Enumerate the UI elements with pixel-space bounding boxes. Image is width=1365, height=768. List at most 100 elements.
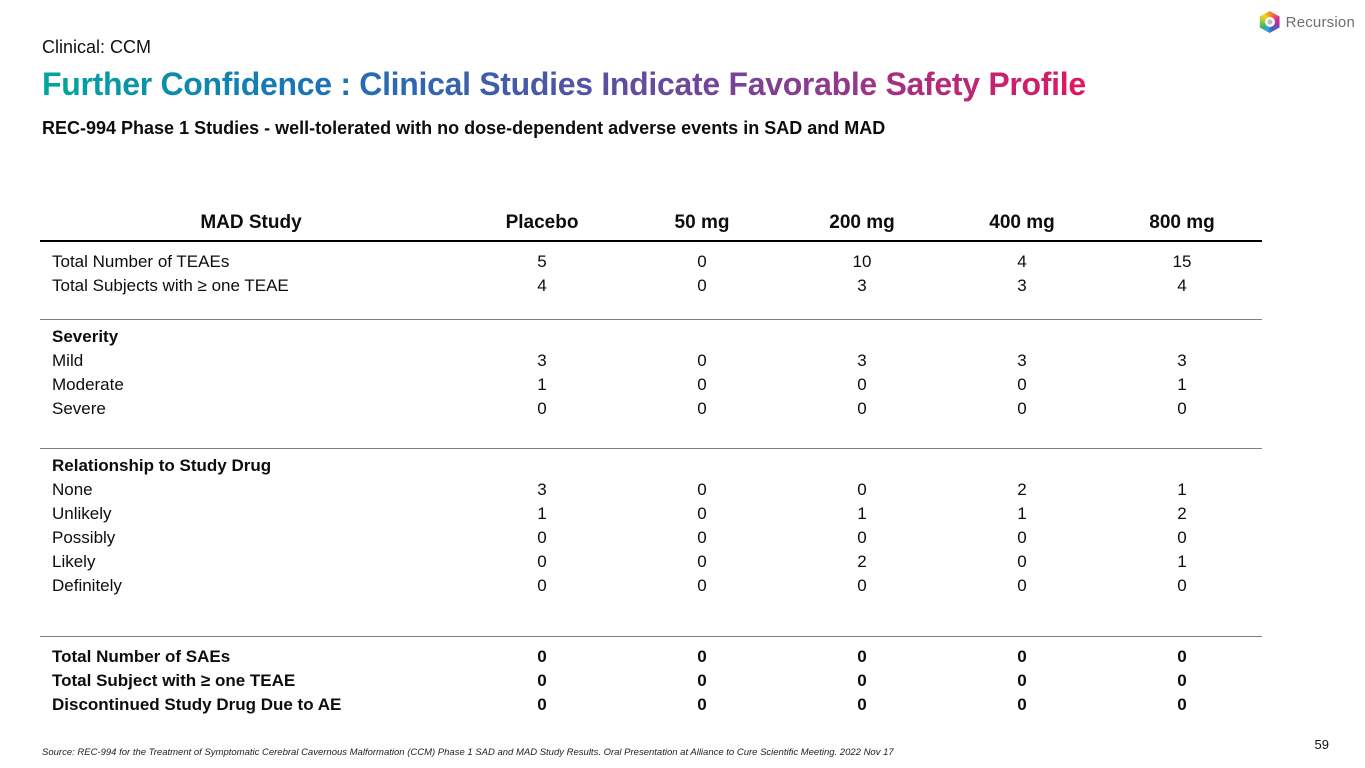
cell-value: 1 — [1017, 504, 1027, 523]
recursion-wordmark: Recursion — [1285, 13, 1355, 31]
recursion-logo: Recursion — [1259, 11, 1355, 33]
table-row: Likely 0 0 2 0 1 — [40, 550, 1262, 574]
cell-value: 0 — [537, 671, 547, 690]
table-row: Total Number of TEAEs 5 0 10 4 15 — [40, 250, 1262, 274]
table-row: Total Subject with ≥ one TEAE 0 0 0 0 0 — [40, 669, 1262, 693]
cell-value: 1 — [1177, 552, 1187, 571]
table-row: Severe 0 0 0 0 0 — [40, 397, 1262, 421]
cell-value: 0 — [537, 552, 547, 571]
cell-value: 2 — [857, 552, 867, 571]
cell-value: 3 — [857, 276, 867, 295]
row-label: Discontinued Study Drug Due to AE — [52, 695, 342, 714]
cell-value: 0 — [857, 480, 867, 499]
column-header: 200 mg — [829, 212, 895, 233]
slide-title: Further Confidence : Clinical Studies In… — [42, 66, 1086, 102]
cell-value: 0 — [1017, 375, 1027, 394]
cell-value: 0 — [697, 671, 707, 690]
cell-value: 3 — [1017, 351, 1027, 370]
cell-value: 0 — [537, 695, 547, 714]
cell-value: 5 — [537, 252, 547, 271]
cell-value: 0 — [857, 671, 867, 690]
cell-value: 0 — [1017, 671, 1027, 690]
slide-subtitle: REC-994 Phase 1 Studies - well-tolerated… — [42, 118, 886, 138]
table-row: Unlikely 1 0 1 1 2 — [40, 502, 1262, 526]
cell-value: 3 — [537, 480, 547, 499]
column-header: 50 mg — [674, 212, 730, 233]
cell-value: 0 — [857, 695, 867, 714]
cell-value: 0 — [1017, 552, 1027, 571]
cell-value: 0 — [697, 576, 707, 595]
column-header: Placebo — [505, 212, 579, 233]
table-divider — [40, 240, 1262, 242]
source-note: Source: REC-994 for the Treatment of Sym… — [42, 747, 894, 758]
column-header: MAD Study — [200, 212, 302, 233]
cell-value: 1 — [857, 504, 867, 523]
table-row: Moderate 1 0 0 0 1 — [40, 373, 1262, 397]
cell-value: 0 — [697, 552, 707, 571]
cell-value: 0 — [697, 375, 707, 394]
cell-value: 0 — [1177, 695, 1187, 714]
cell-value: 3 — [857, 351, 867, 370]
cell-value: 0 — [1177, 647, 1187, 666]
cell-value: 4 — [1017, 252, 1027, 271]
cell-value: 0 — [857, 576, 867, 595]
cell-value: 0 — [857, 375, 867, 394]
cell-value: 0 — [537, 399, 547, 418]
cell-value: 0 — [857, 528, 867, 547]
cell-value: 0 — [1177, 576, 1187, 595]
table-row: Definitely 0 0 0 0 0 — [40, 574, 1262, 598]
cell-value: 1 — [1177, 480, 1187, 499]
cell-value: 0 — [1017, 695, 1027, 714]
cell-value: 3 — [1017, 276, 1027, 295]
table-row: Relationship to Study Drug — [40, 454, 1262, 478]
table-row: Severity — [40, 325, 1262, 349]
row-label: Definitely — [52, 576, 122, 595]
cell-value: 0 — [697, 276, 707, 295]
table-header-row: MAD Study Placebo 50 mg 200 mg 400 mg 800 mg — [40, 206, 1262, 240]
row-label: Severe — [52, 399, 106, 418]
cell-value: 4 — [537, 276, 547, 295]
cell-value: 0 — [1017, 647, 1027, 666]
table-row: Mild 3 0 3 3 3 — [40, 349, 1262, 373]
cell-value: 1 — [1177, 375, 1187, 394]
cell-value: 10 — [852, 252, 872, 271]
cell-value: 1 — [537, 504, 547, 523]
table-row: Total Number of SAEs 0 0 0 0 0 — [40, 645, 1262, 669]
cell-value: 0 — [697, 695, 707, 714]
cell-value: 0 — [697, 351, 707, 370]
cell-value: 0 — [697, 399, 707, 418]
cell-value: 2 — [1017, 480, 1027, 499]
table-row: Possibly 0 0 0 0 0 — [40, 526, 1262, 550]
section-header: Relationship to Study Drug — [52, 456, 272, 475]
table-row: None 3 0 0 2 1 — [40, 478, 1262, 502]
column-header: 400 mg — [989, 212, 1055, 233]
column-header: 800 mg — [1149, 212, 1215, 233]
recursion-hexagon-logo-icon — [1259, 11, 1280, 33]
row-label: None — [52, 480, 93, 499]
page-number: 59 — [1314, 737, 1329, 752]
cell-value: 0 — [537, 528, 547, 547]
table-section: Severity Mild 3 0 3 3 3 Moderate 1 0 0 0 1 Severe 0 0 0 0… — [40, 320, 1262, 448]
cell-value: 0 — [697, 528, 707, 547]
cell-value: 0 — [697, 647, 707, 666]
table-row: Total Subjects with ≥ one TEAE 4 0 3 3 4 — [40, 274, 1262, 298]
row-label: Total Subject with ≥ one TEAE — [52, 671, 296, 690]
cell-value: 0 — [857, 647, 867, 666]
table-divider — [40, 448, 1262, 449]
row-label: Mild — [52, 351, 84, 370]
row-label: Likely — [52, 552, 96, 571]
cell-value: 0 — [1017, 528, 1027, 547]
cell-value: 3 — [537, 351, 547, 370]
cell-value: 3 — [1177, 351, 1187, 370]
mad-study-table: MAD Study Placebo 50 mg 200 mg 400 mg 800 mg T… — [40, 206, 1262, 723]
cell-value: 2 — [1177, 504, 1187, 523]
cell-value: 0 — [1177, 671, 1187, 690]
cell-value: 4 — [1177, 276, 1187, 295]
row-label: Possibly — [52, 528, 116, 547]
table-section: Relationship to Study Drug None 3 0 0 2 1 Unlik… — [40, 449, 1262, 636]
row-label: Moderate — [52, 375, 124, 394]
row-label: Total Number of TEAEs — [52, 252, 230, 271]
cell-value: 0 — [697, 504, 707, 523]
section-header: Severity — [52, 327, 119, 346]
